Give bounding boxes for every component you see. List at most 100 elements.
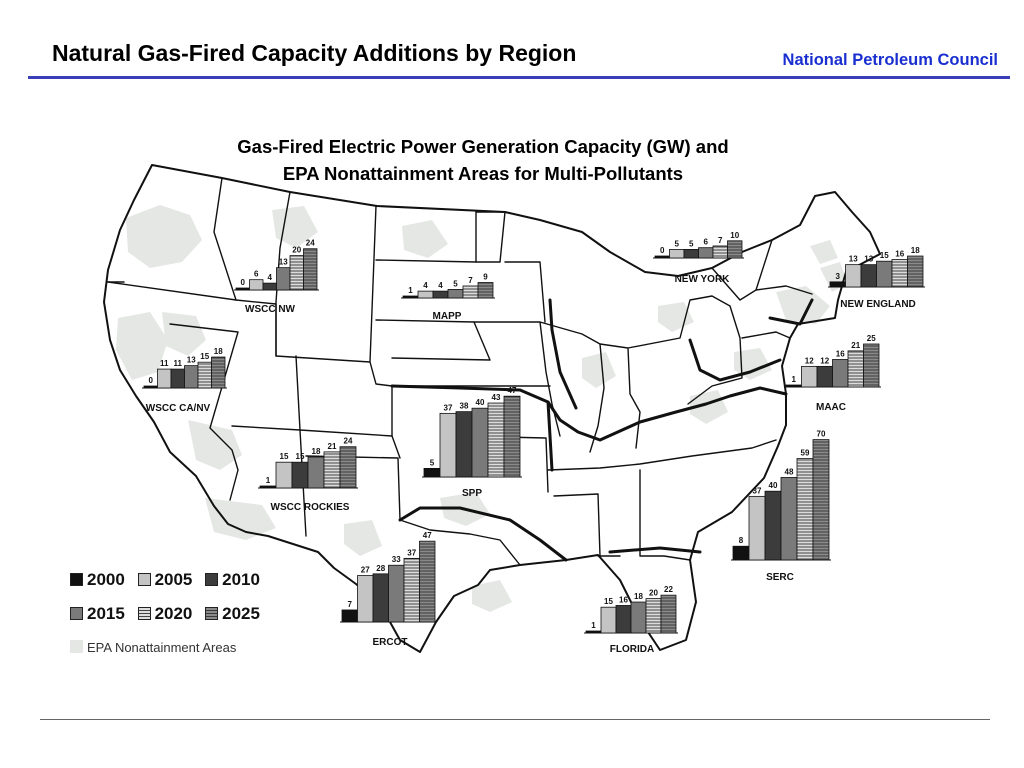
bar-new-england-2010 xyxy=(860,264,877,288)
data-label-new-england-2000: 3 xyxy=(836,272,841,281)
region-chart-new-england: 3 13 13 15 16 18 NEW ENGLAND xyxy=(828,246,925,310)
bar-spp-2025 xyxy=(503,395,521,478)
region-chart-ercot: 7 27 28 33 37 47 ERCOT xyxy=(340,531,437,648)
data-label-serc-2010: 40 xyxy=(769,481,778,490)
bar-maac-2005 xyxy=(801,365,818,388)
data-label-spp-2005: 37 xyxy=(444,403,453,412)
data-label-wscc-nw-2025: 24 xyxy=(306,239,315,248)
data-label-wscc-rockies-2000: 1 xyxy=(266,476,271,485)
data-label-wscc-nw-2020: 20 xyxy=(292,246,301,255)
bar-serc-2015 xyxy=(780,477,798,561)
data-label-maac-2020: 21 xyxy=(851,341,860,350)
region-label-mapp: MAPP xyxy=(433,311,462,322)
region-label-serc: SERC xyxy=(766,572,794,583)
data-label-new-england-2005: 13 xyxy=(849,255,858,264)
region-chart-maac: 1 12 12 16 21 25 MAAC xyxy=(784,334,881,413)
legend-item-2005: 2005 xyxy=(137,570,193,590)
data-label-new-york-2020: 7 xyxy=(718,236,723,245)
bar-florida-2005 xyxy=(600,606,617,634)
bar-spp-2020 xyxy=(487,402,505,478)
data-label-spp-2000: 5 xyxy=(430,458,435,467)
bar-mapp-2020 xyxy=(462,285,479,299)
bar-maac-2000 xyxy=(785,384,802,388)
region-label-florida: FLORIDA xyxy=(610,644,654,655)
legend-item-2025: 2025 xyxy=(205,604,260,624)
bar-ercot-2025 xyxy=(419,540,436,623)
legend-label-2010: 2010 xyxy=(222,570,260,589)
legend-swatch-2000 xyxy=(70,573,83,586)
data-label-mapp-2010: 4 xyxy=(438,281,443,290)
legend-nonattainment: EPA Nonattainment Areas xyxy=(70,640,236,655)
bar-wscc-nw-2025 xyxy=(303,248,318,291)
bar-wscc-nw-2010 xyxy=(262,282,277,291)
region-chart-wscc-ca-nv: 0 11 11 13 15 18 WSCC CA/NV xyxy=(142,347,227,414)
title-rule xyxy=(28,76,1010,79)
bar-florida-2010 xyxy=(615,605,632,634)
bar-wscc-ca-nv-2005 xyxy=(157,368,172,389)
bar-wscc-rockies-2015 xyxy=(307,456,325,489)
data-label-wscc-nw-2000: 0 xyxy=(241,278,246,287)
bar-spp-2000 xyxy=(423,467,441,478)
bar-new-york-2020 xyxy=(712,245,728,259)
bar-wscc-nw-2005 xyxy=(249,279,264,291)
region-chart-wscc-nw: 06 4 13 20 24 WSCC NW xyxy=(234,239,319,315)
bar-new-england-2000 xyxy=(829,281,846,288)
bar-new-york-2010 xyxy=(683,248,699,259)
data-label-wscc-ca-nv-2015: 13 xyxy=(187,356,196,365)
data-label-spp-2020: 43 xyxy=(492,393,501,402)
data-label-spp-2010: 38 xyxy=(460,402,469,411)
data-label-florida-2005: 15 xyxy=(604,597,613,606)
data-label-florida-2015: 18 xyxy=(634,592,643,601)
region-label-new-york: NEW YORK xyxy=(675,274,731,285)
bar-ercot-2020 xyxy=(403,557,420,623)
bar-mapp-2015 xyxy=(447,288,464,299)
legend-item-2015: 2015 xyxy=(70,604,125,624)
bar-maac-2020 xyxy=(847,350,864,388)
data-label-serc-2015: 48 xyxy=(785,467,794,476)
data-label-wscc-rockies-2010: 15 xyxy=(296,452,305,461)
bar-maac-2015 xyxy=(832,359,849,388)
bar-wscc-ca-nv-2010 xyxy=(170,368,185,389)
bar-new-york-2000 xyxy=(654,255,670,259)
data-label-new-england-2015: 15 xyxy=(880,251,889,260)
bar-wscc-rockies-2020 xyxy=(323,451,341,489)
footer-rule xyxy=(40,719,990,720)
data-label-wscc-ca-nv-2025: 18 xyxy=(214,347,223,356)
data-label-new-york-2010: 5 xyxy=(689,239,694,248)
data-label-maac-2010: 12 xyxy=(820,356,829,365)
legend-swatch-2005 xyxy=(137,573,151,586)
data-label-ercot-2015: 33 xyxy=(392,555,401,564)
bar-wscc-rockies-2000 xyxy=(259,485,277,489)
legend-label-2015: 2015 xyxy=(87,604,125,623)
bar-ercot-2010 xyxy=(372,573,389,623)
data-label-new-york-2000: 0 xyxy=(660,246,665,255)
data-label-mapp-2015: 5 xyxy=(453,279,458,288)
data-label-wscc-ca-nv-2010: 11 xyxy=(174,359,183,368)
data-label-mapp-2020: 7 xyxy=(468,276,473,285)
data-label-ercot-2000: 7 xyxy=(348,600,353,609)
data-label-serc-2025: 70 xyxy=(817,430,826,439)
bar-wscc-ca-nv-2020 xyxy=(197,361,212,389)
bar-wscc-ca-nv-2015 xyxy=(184,365,199,389)
bar-ercot-2015 xyxy=(388,564,405,623)
bar-serc-2010 xyxy=(764,490,782,561)
legend-row-1: 2000 2005 2010 xyxy=(70,570,268,590)
region-label-spp: SPP xyxy=(462,488,482,499)
legend-item-2020: 2020 xyxy=(137,604,192,624)
chart-title-line-1: Gas-Fired Electric Power Generation Capa… xyxy=(237,136,729,157)
bar-mapp-2000 xyxy=(402,295,419,299)
legend-label-2005: 2005 xyxy=(154,570,193,589)
bar-florida-2020 xyxy=(645,598,662,634)
data-label-maac-2000: 1 xyxy=(792,375,797,384)
legend-swatch-2020 xyxy=(137,607,151,620)
bar-spp-2005 xyxy=(439,412,457,478)
data-label-ercot-2010: 28 xyxy=(376,564,385,573)
region-label-new-england: NEW ENGLAND xyxy=(840,299,916,310)
data-label-ercot-2025: 47 xyxy=(423,531,432,540)
data-label-spp-2025: 47 xyxy=(508,386,517,395)
bar-wscc-nw-2015 xyxy=(276,267,291,291)
region-chart-wscc-rockies: 1 15 15 18 21 24 WSCC ROCKIES xyxy=(258,437,358,513)
legend-swatch-2015 xyxy=(70,607,83,620)
bar-new-england-2005 xyxy=(845,264,862,288)
